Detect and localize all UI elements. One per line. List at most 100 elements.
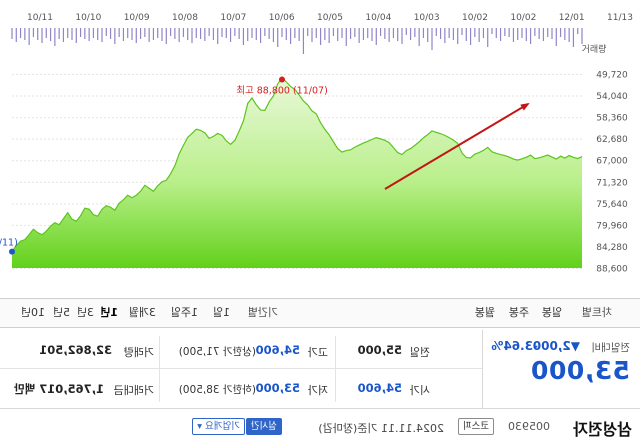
volume-bar (324, 28, 326, 40)
x-tick-label: 10/02 (510, 13, 536, 23)
tab-type-2[interactable]: 월봉 (474, 306, 495, 319)
prev-close-label: 전일 (409, 346, 430, 359)
x-tick-label: 10/03 (414, 13, 440, 23)
volume-bar (577, 28, 579, 34)
volume-bar (431, 28, 433, 50)
tab-period-6[interactable]: 10년 (20, 306, 45, 319)
high-label: 최고 88,800 (11/07) (236, 85, 328, 96)
y-tick-label: 84,280 (596, 243, 628, 253)
volume-bar (174, 28, 176, 39)
y-tick-label: 88,600 (596, 265, 628, 275)
y-tick-label: 75,640 (596, 200, 628, 210)
volume-bar (127, 28, 129, 38)
y-tick-label: 71,320 (596, 178, 628, 188)
volume-bar (37, 28, 39, 40)
volume-bar (474, 28, 476, 37)
tab-period-2[interactable]: 3개월 (128, 306, 156, 319)
volume-bar (384, 28, 386, 39)
volume-bar (204, 28, 206, 41)
volume-bar (234, 28, 236, 36)
volume-bar (504, 28, 506, 36)
volume-bar (217, 28, 219, 44)
y-tick-label: 62,680 (596, 135, 628, 145)
volume-bar (491, 28, 493, 34)
volume-bar (88, 28, 90, 41)
company-overview-button[interactable]: 기업개요 ▾ (192, 418, 245, 435)
volume-bar (144, 28, 146, 37)
chart-tab-bar: 차트별 일봉 주봉 월봉 기간별 1일 1주일 3개월 1년 3년 5년 10년 (0, 298, 640, 328)
y-tick-label: 54,040 (596, 92, 628, 102)
realtime-badge[interactable]: 실시간 (245, 418, 282, 435)
x-tick-label: 11/13 (607, 13, 633, 23)
volume-bar (264, 28, 266, 36)
volume-bar (259, 28, 262, 43)
upper-limit: (상한가 71,500) (178, 346, 256, 358)
x-tick-label: 10/02 (462, 13, 488, 23)
volume-bar (469, 28, 472, 45)
volume-bar (547, 28, 549, 37)
high-price-value: 54,600 (255, 343, 300, 357)
chart-type-label: 차트별 (581, 306, 612, 319)
volume-bar (487, 28, 489, 47)
y-tick-label: 49,720 (596, 71, 628, 81)
tab-type-1[interactable]: 주봉 (508, 306, 529, 319)
volume-bar (139, 28, 142, 39)
volume-bar (457, 28, 459, 44)
volume-bar (178, 28, 180, 42)
volume-bar (427, 28, 429, 42)
volume-bar (521, 28, 523, 38)
volume-bar (277, 28, 279, 47)
volume-bar (148, 28, 150, 42)
open-price-label: 시가 (409, 384, 430, 397)
stock-header: 삼성전자 005930 코스피 2024.11.11 기준(장마감) 실시간 기… (0, 408, 640, 442)
volume-bar (517, 28, 519, 40)
volume-bar (315, 28, 317, 38)
volume-bar (401, 28, 403, 44)
x-tick-label: 10/08 (172, 13, 198, 23)
high-marker (279, 76, 285, 83)
x-tick-label: 10/10 (75, 13, 101, 23)
volume-bar (529, 28, 532, 44)
volume-bar (332, 28, 335, 36)
tab-period-0[interactable]: 1일 (212, 306, 230, 319)
tab-period-1[interactable]: 1주일 (170, 306, 198, 319)
volume-bar (54, 28, 56, 46)
volume-bar (572, 28, 575, 47)
x-tick-label: 10/06 (269, 13, 295, 23)
volume-bar (242, 28, 245, 45)
volume-bar (251, 28, 253, 38)
tab-type-0[interactable]: 일봉 (541, 306, 562, 319)
volume-bar (371, 28, 373, 41)
volume-bar (101, 28, 103, 42)
volume-bar (538, 28, 540, 39)
volume-bar (182, 28, 185, 37)
x-tick-label: 10/09 (124, 13, 150, 23)
volume-bar (559, 28, 562, 37)
change-label: 전일대비 (591, 342, 630, 354)
change-percent: -3.64% (491, 339, 538, 353)
volume-bar (24, 28, 26, 40)
volume-bar (161, 28, 163, 41)
volume-bar (157, 28, 159, 38)
volume-bar (444, 28, 446, 43)
stock-name: 삼성전자 (573, 420, 632, 439)
volume-bar (131, 28, 133, 40)
volume-bar (452, 28, 455, 40)
tab-period-5[interactable]: 5년 (52, 306, 70, 319)
volume-bar (225, 28, 227, 38)
volume-bar (45, 28, 47, 38)
volume-value: 32,862,501 (39, 343, 112, 357)
volume-bar (392, 28, 395, 38)
volume-bar (79, 28, 82, 37)
y-tick-label: 58,360 (596, 114, 628, 124)
volume-bar (465, 28, 467, 41)
volume-bar (358, 28, 360, 43)
volume-bar (135, 28, 137, 43)
volume-bar (208, 28, 210, 36)
quote-panel: 전일대비 ▼2,000 -3.64% 53,000 전일 55,000 고가 5… (0, 330, 640, 408)
x-tick-label: 10/11 (27, 13, 53, 23)
volume-bar (84, 28, 86, 39)
volume-bar (367, 28, 369, 38)
volume-bar (354, 28, 356, 37)
lower-limit: (하한가 38,500) (178, 384, 256, 396)
